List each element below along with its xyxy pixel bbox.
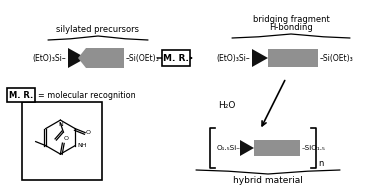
FancyBboxPatch shape (162, 50, 190, 66)
Text: N: N (58, 122, 63, 127)
Text: O₁.₅Si–: O₁.₅Si– (217, 145, 241, 151)
Text: M. R.: M. R. (9, 91, 33, 99)
Polygon shape (240, 140, 254, 156)
Text: bridging fragment: bridging fragment (253, 15, 329, 24)
Text: hybrid material: hybrid material (233, 176, 303, 185)
Text: –Si(OEt)₃: –Si(OEt)₃ (320, 53, 354, 62)
Text: silylated precursors: silylated precursors (56, 25, 139, 34)
Text: n: n (318, 159, 323, 168)
Text: H₂O: H₂O (218, 100, 235, 110)
Text: O: O (64, 136, 68, 141)
Polygon shape (68, 48, 86, 68)
Text: (EtO)₃Si–: (EtO)₃Si– (216, 53, 250, 62)
Text: H-bonding: H-bonding (269, 23, 313, 32)
FancyBboxPatch shape (7, 88, 35, 102)
FancyBboxPatch shape (22, 102, 102, 180)
Text: (EtO)₃Si–: (EtO)₃Si– (32, 53, 66, 62)
Text: NH: NH (77, 143, 87, 148)
Bar (268, 49, 318, 67)
Text: O: O (86, 130, 91, 135)
Bar (254, 140, 300, 156)
Text: = molecular recognition: = molecular recognition (38, 91, 136, 99)
Text: –SiO₁.₅: –SiO₁.₅ (302, 145, 326, 151)
Polygon shape (252, 49, 268, 67)
Text: M. R.: M. R. (163, 53, 189, 62)
Text: –Si(OEt)₃: –Si(OEt)₃ (126, 53, 160, 62)
Polygon shape (78, 48, 124, 68)
